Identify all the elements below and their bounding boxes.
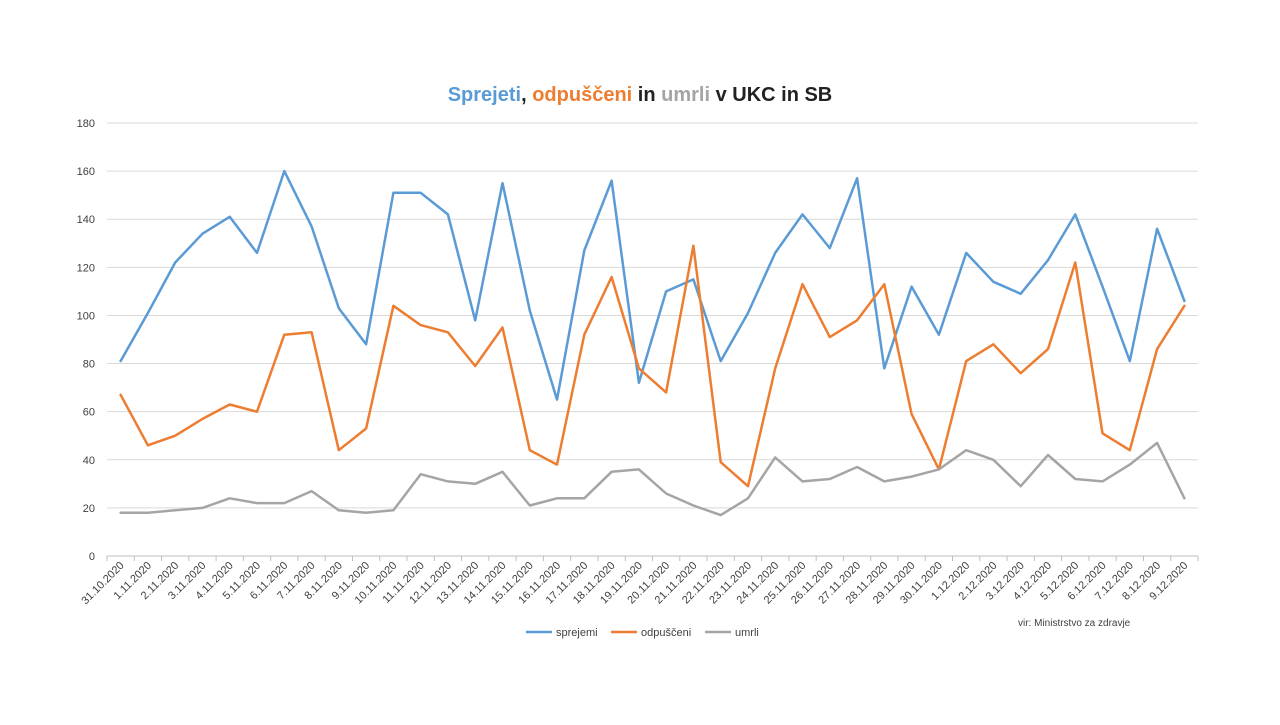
y-axis-tick-labels: 0 20 40 60 80 100 120 140 160 180 [77, 118, 95, 563]
y-tick-label: 160 [77, 166, 95, 178]
y-tick-label: 40 [83, 455, 95, 467]
y-tick-label: 20 [83, 503, 95, 515]
gridlines [107, 122, 1198, 509]
legend-label: sprejemi [556, 627, 598, 639]
chart-title-part: odpuščeni [532, 84, 632, 106]
chart-title-part: Sprejeti [448, 84, 521, 106]
legend-label: umrli [735, 627, 759, 639]
series-lines [119, 169, 1186, 517]
source-note: vir: Ministrstvo za zdravje [1018, 618, 1131, 629]
series-line-odpuščeni [119, 244, 1186, 488]
y-tick-label: 80 [83, 359, 95, 371]
chart-title-part: , [521, 84, 532, 106]
series-line-sprejemi [119, 169, 1186, 401]
y-tick-label: 180 [77, 118, 95, 130]
y-tick-label: 60 [83, 407, 95, 419]
x-axis: 31.10.20201.11.20202.11.20203.11.20204.1… [79, 555, 1199, 607]
chart-title-part: v UKC in SB [710, 84, 832, 106]
legend: sprejemi odpuščeni umrli [526, 627, 759, 639]
series-line-umrli [119, 441, 1186, 517]
legend-label: odpuščeni [641, 627, 691, 639]
chart-title-part: umrli [661, 84, 710, 106]
y-tick-label: 140 [77, 214, 95, 226]
chart-title: Sprejeti, odpuščeni in umrli v UKC in SB [448, 84, 833, 106]
y-tick-label: 120 [77, 262, 95, 274]
y-tick-label: 100 [77, 310, 95, 322]
chart-title-part: in [632, 84, 661, 106]
y-tick-label: 0 [89, 551, 95, 563]
